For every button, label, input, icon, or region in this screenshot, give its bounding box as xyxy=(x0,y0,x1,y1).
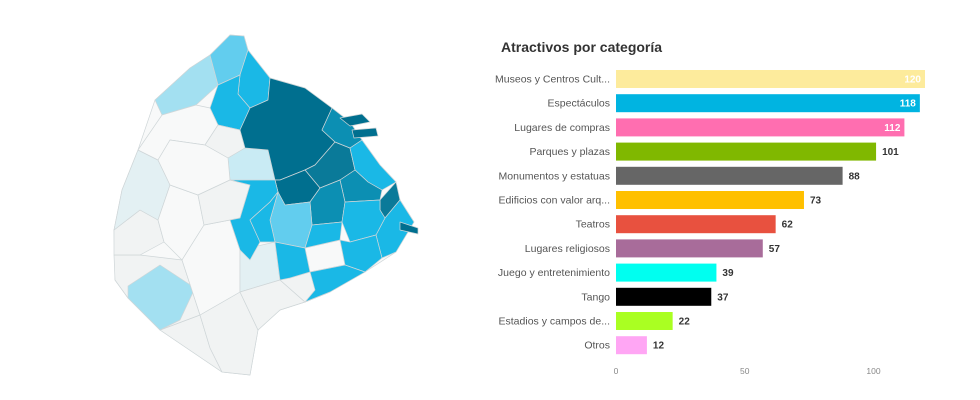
category-chart: Museos y Centros Cult... 120 Espectáculos 1… xyxy=(495,30,965,390)
map-region-pale-southwest xyxy=(127,264,196,331)
category-label: Monumentos y estatuas xyxy=(499,170,610,182)
category-label: Lugares religiosos xyxy=(525,243,610,255)
map-region-port-piers xyxy=(339,113,419,235)
bar[interactable] xyxy=(616,94,920,113)
category-label: Otros xyxy=(584,340,610,352)
category-label: Parques y plazas xyxy=(529,146,610,158)
category-label: Juego y entretenimiento xyxy=(498,267,610,279)
bar[interactable] xyxy=(616,166,843,185)
map-region-center-bright-2 xyxy=(249,191,279,243)
bar[interactable] xyxy=(616,263,717,282)
value-label: 39 xyxy=(722,268,734,279)
category-label: Espectáculos xyxy=(548,98,610,110)
value-label: 22 xyxy=(679,317,691,328)
map-region-center-2 xyxy=(239,279,306,331)
x-tick-label: 50 xyxy=(740,366,750,376)
value-label: 101 xyxy=(882,147,899,158)
chart-title: Atractivos por categoría xyxy=(501,39,663,55)
value-label: 12 xyxy=(653,341,665,352)
value-label: 112 xyxy=(884,123,901,134)
bar[interactable] xyxy=(616,191,804,209)
value-label: 37 xyxy=(717,292,729,303)
x-tick-label: 0 xyxy=(614,366,619,376)
bar[interactable] xyxy=(616,287,712,306)
neighborhood-map[interactable] xyxy=(100,30,450,385)
category-label: Lugares de compras xyxy=(514,122,610,134)
bar[interactable] xyxy=(616,118,905,137)
value-label: 88 xyxy=(849,171,861,182)
map-region-center-paler xyxy=(227,147,276,186)
map-region-center-bright-1 xyxy=(229,179,279,261)
map-region-southeast-bright xyxy=(304,264,366,303)
map-region-center-bright-3 xyxy=(304,221,343,249)
category-label: Edificios con valor arq... xyxy=(499,195,610,207)
category-label: Teatros xyxy=(576,219,610,231)
bar[interactable] xyxy=(616,336,647,355)
value-label: 57 xyxy=(769,244,781,255)
map-region-east-bright-3 xyxy=(341,199,386,243)
bar[interactable] xyxy=(616,312,673,330)
category-label: Estadios y campos de... xyxy=(499,316,610,328)
category-label: Museos y Centros Cult... xyxy=(495,74,610,86)
value-label: 118 xyxy=(900,99,917,110)
value-label: 73 xyxy=(810,196,822,207)
value-label: 62 xyxy=(782,220,794,231)
map-svg xyxy=(113,34,419,376)
bar[interactable] xyxy=(616,215,776,234)
map-region-center-bright-4 xyxy=(274,241,311,281)
bar[interactable] xyxy=(616,70,925,88)
bar[interactable] xyxy=(616,142,877,161)
x-tick-label: 100 xyxy=(866,366,880,376)
value-label: 120 xyxy=(904,75,921,86)
bar[interactable] xyxy=(616,239,763,258)
category-label: Tango xyxy=(581,291,610,303)
